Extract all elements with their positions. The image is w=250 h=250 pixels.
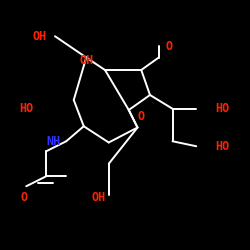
Text: NH: NH	[46, 135, 61, 148]
Text: OH: OH	[79, 54, 94, 66]
Text: O: O	[165, 40, 172, 53]
Text: HO: HO	[215, 102, 229, 115]
Text: HO: HO	[20, 102, 34, 115]
Text: HO: HO	[215, 140, 229, 153]
Text: O: O	[138, 110, 145, 123]
Text: OH: OH	[92, 191, 106, 204]
Text: O: O	[20, 191, 27, 204]
Text: OH: OH	[32, 30, 47, 43]
